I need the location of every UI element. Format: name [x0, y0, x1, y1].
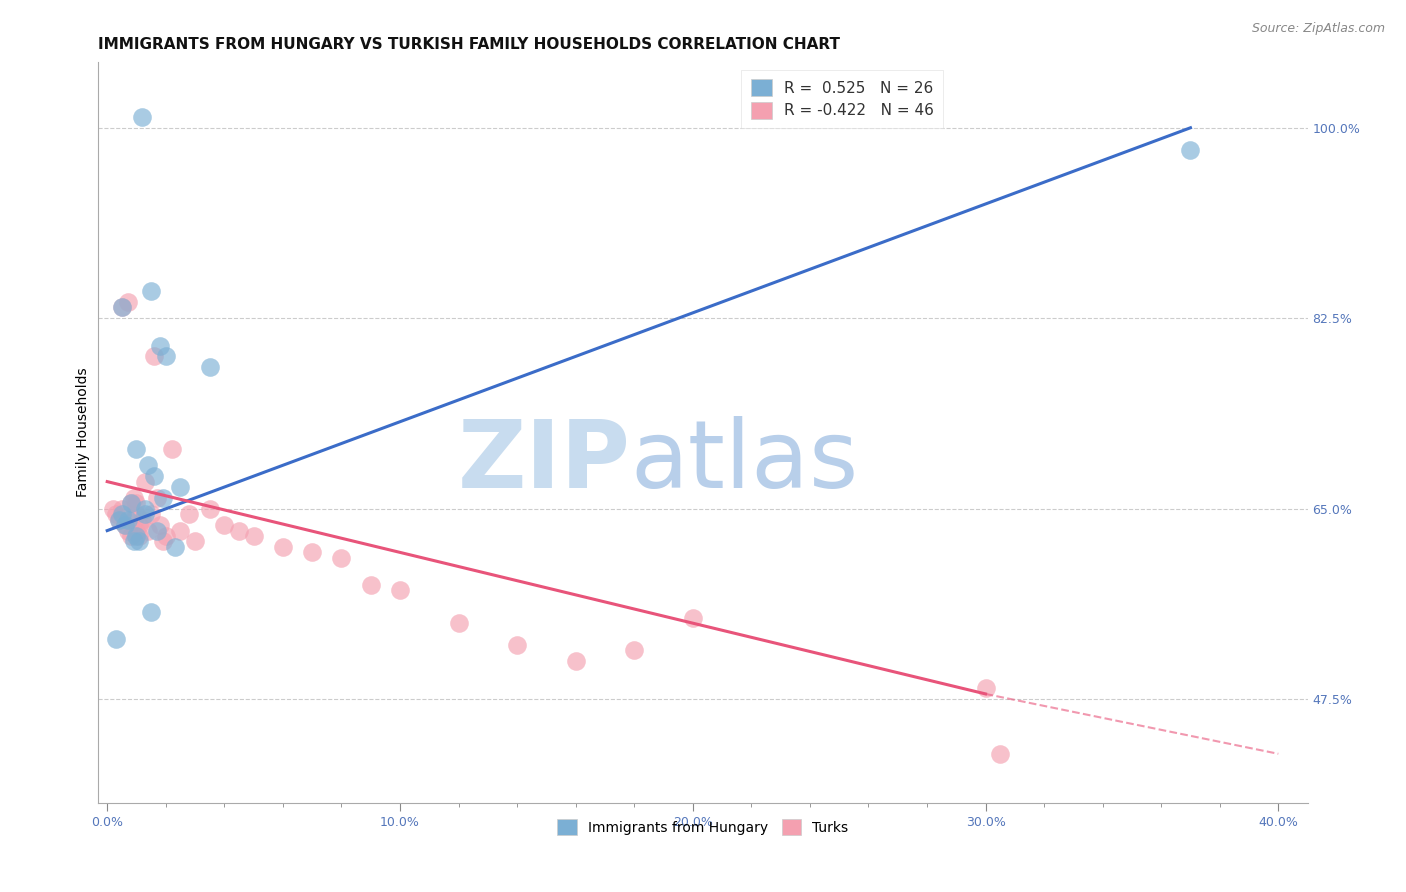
Point [155, 350, 177, 364]
Point [149, 518, 172, 533]
Point [682, 611, 704, 625]
Point [131, 513, 153, 527]
Point [179, 508, 201, 522]
Point [506, 638, 529, 652]
Point [1180, 143, 1202, 157]
Point [136, 524, 159, 538]
Point [134, 501, 156, 516]
Point [623, 643, 645, 657]
Point [117, 295, 139, 310]
Point [146, 524, 169, 538]
Point [101, 501, 124, 516]
Point [114, 518, 136, 533]
Point [152, 491, 174, 505]
Point [242, 529, 264, 543]
Point [149, 338, 172, 352]
Point [128, 529, 150, 543]
Point [564, 654, 586, 668]
Point [131, 110, 153, 124]
Point [388, 583, 411, 598]
Point [271, 540, 294, 554]
Point [125, 508, 148, 522]
Point [104, 632, 127, 647]
Point [136, 458, 159, 473]
Point [122, 534, 145, 549]
Point [447, 616, 470, 631]
Point [198, 501, 221, 516]
Point [120, 496, 142, 510]
Point [125, 529, 148, 543]
Point [122, 513, 145, 527]
Point [122, 491, 145, 505]
Point [125, 442, 148, 456]
Point [120, 496, 142, 510]
Point [155, 529, 177, 543]
Point [104, 508, 127, 522]
Point [120, 529, 142, 543]
Point [108, 513, 131, 527]
Point [988, 747, 1011, 761]
Point [128, 534, 150, 549]
Point [108, 513, 131, 527]
Point [111, 301, 134, 315]
Point [169, 480, 191, 494]
Point [114, 518, 136, 533]
Point [198, 360, 221, 375]
Point [125, 524, 148, 538]
Point [139, 284, 162, 298]
Point [301, 545, 323, 559]
Point [134, 475, 156, 489]
Point [228, 524, 250, 538]
Point [117, 524, 139, 538]
Point [163, 540, 186, 554]
Point [111, 508, 134, 522]
Point [974, 681, 997, 696]
Point [143, 469, 166, 483]
Point [111, 301, 134, 315]
Point [169, 524, 191, 538]
Point [184, 534, 207, 549]
Point [143, 350, 166, 364]
Point [360, 578, 382, 592]
Point [128, 518, 150, 533]
Point [139, 508, 162, 522]
Y-axis label: Family Households: Family Households [76, 368, 90, 498]
Point [214, 518, 236, 533]
Text: Source: ZipAtlas.com: Source: ZipAtlas.com [1251, 22, 1385, 36]
Point [139, 605, 162, 619]
Point [152, 534, 174, 549]
Text: IMMIGRANTS FROM HUNGARY VS TURKISH FAMILY HOUSEHOLDS CORRELATION CHART: IMMIGRANTS FROM HUNGARY VS TURKISH FAMIL… [98, 37, 841, 52]
Point [125, 496, 148, 510]
Text: atlas: atlas [630, 417, 859, 508]
Point [117, 513, 139, 527]
Point [134, 508, 156, 522]
Point [330, 550, 353, 565]
Text: ZIP: ZIP [457, 417, 630, 508]
Point [160, 442, 183, 456]
Point [111, 501, 134, 516]
Legend: Immigrants from Hungary, Turks: Immigrants from Hungary, Turks [551, 814, 855, 840]
Point [146, 491, 169, 505]
